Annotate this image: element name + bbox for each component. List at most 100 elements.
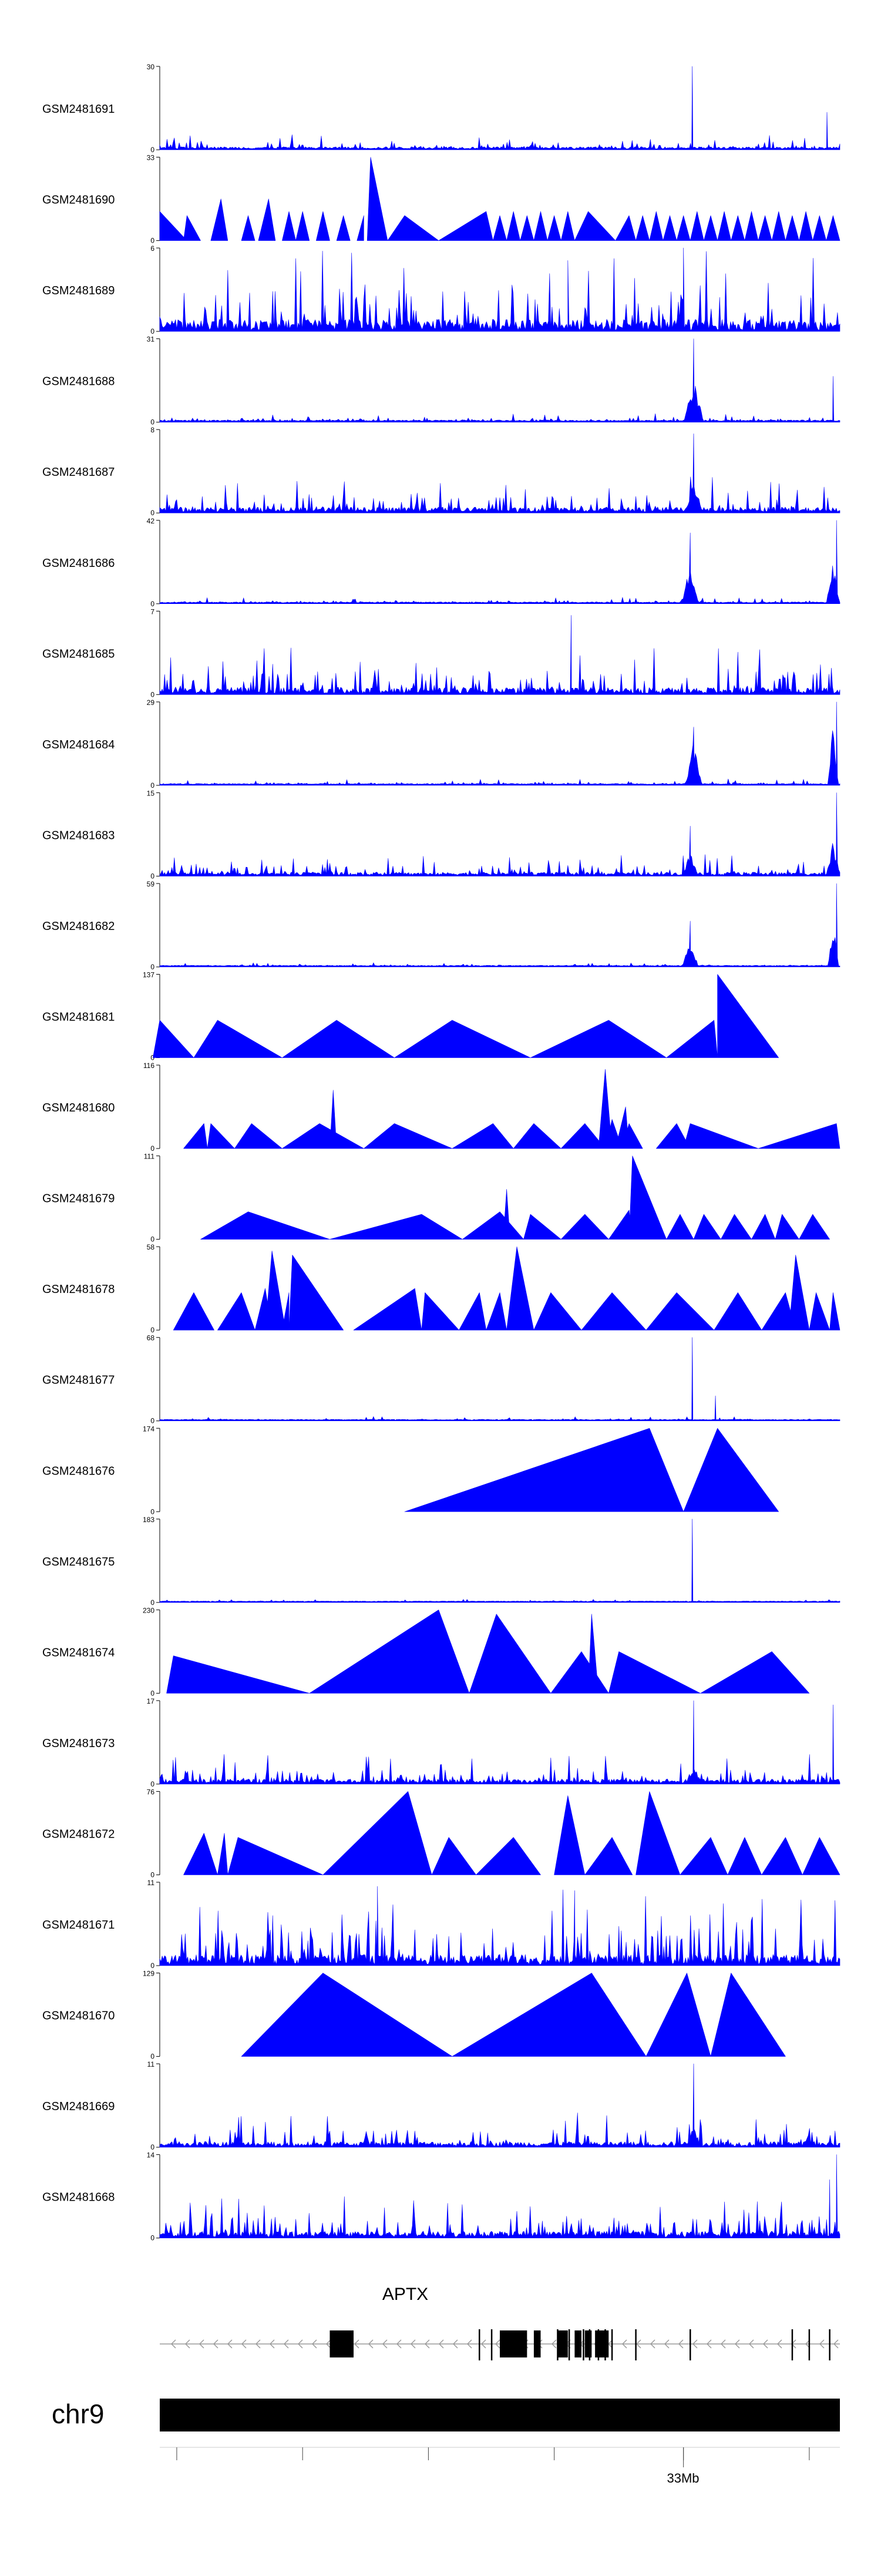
y-min-label: 0 [150, 418, 154, 426]
y-max-label: 29 [147, 698, 155, 707]
signal-track: GSM2481690 33 0 [42, 154, 840, 245]
track-panel: GSM2481691300GSM2481690330GSM248168960GS… [42, 63, 840, 2242]
y-min-label: 0 [150, 327, 154, 335]
signal-area [159, 434, 840, 513]
strand-arrow-icon [213, 2339, 218, 2349]
y-max-label: 6 [150, 244, 154, 253]
y-max-label: 15 [147, 789, 155, 797]
signal-track: GSM2481684 29 0 [42, 698, 840, 790]
track-label: GSM2481688 [42, 375, 115, 388]
y-max-label: 230 [143, 1606, 154, 1614]
strand-arrow-icon [635, 2339, 641, 2349]
strand-arrow-icon [325, 2339, 331, 2349]
signal-area [404, 1428, 779, 1512]
signal-track: GSM2481673 17 0 [42, 1697, 840, 1788]
y-min-label: 0 [150, 2234, 154, 2242]
track-label: GSM2481686 [42, 557, 115, 570]
signal-area [159, 1886, 840, 1966]
y-max-label: 17 [147, 1697, 155, 1705]
y-min-label: 0 [150, 146, 154, 154]
genome-position-label: 33Mb [667, 2471, 699, 2486]
y-min-label: 0 [150, 1054, 154, 1062]
chromosome-bar [160, 2399, 840, 2431]
y-max-label: 58 [147, 1243, 155, 1251]
signal-track: GSM2481672 76 0 [42, 1788, 840, 1879]
signal-area [159, 2063, 840, 2148]
y-min-label: 0 [150, 2143, 154, 2151]
track-label: GSM2481669 [42, 2100, 115, 2113]
y-min-label: 0 [150, 1598, 154, 1607]
y-min-label: 0 [150, 2053, 154, 2061]
y-max-label: 76 [147, 1788, 155, 1796]
y-max-label: 174 [143, 1425, 154, 1433]
strand-arrow-icon [297, 2339, 303, 2349]
strand-arrow-icon [396, 2339, 402, 2349]
y-max-label: 14 [147, 2151, 155, 2159]
strand-arrow-icon [199, 2339, 204, 2349]
strand-arrow-icon [480, 2339, 486, 2349]
chromosome-label: chr9 [52, 2399, 104, 2429]
strand-arrow-icon [762, 2339, 768, 2349]
signal-track: GSM2481671 11 0 [42, 1879, 840, 1970]
y-min-label: 0 [150, 1962, 154, 1970]
strand-arrow-icon [227, 2339, 233, 2349]
strand-arrow-icon [311, 2339, 317, 2349]
track-label: GSM2481691 [42, 103, 115, 116]
signal-area [159, 701, 840, 786]
track-label: GSM2481672 [42, 1828, 115, 1841]
signal-track: GSM2481691 30 0 [42, 63, 840, 154]
signal-track: GSM2481683 15 0 [42, 789, 840, 880]
signal-area [153, 974, 779, 1058]
strand-arrow-icon [241, 2339, 247, 2349]
signal-track: GSM2481669 11 0 [42, 2060, 840, 2151]
strand-arrow-icon [734, 2339, 740, 2349]
signal-area [159, 883, 840, 968]
signal-area [159, 520, 840, 604]
strand-arrow-icon [551, 2339, 557, 2349]
signal-track: GSM2481688 31 0 [42, 335, 840, 426]
signal-track: GSM2481689 6 0 [42, 244, 840, 335]
y-min-label: 0 [150, 1870, 154, 1879]
strand-arrow-icon [706, 2339, 712, 2349]
signal-area [159, 1519, 840, 1603]
signal-area [183, 1069, 840, 1149]
signal-area [241, 1973, 786, 2057]
y-max-label: 11 [147, 1879, 155, 1887]
y-max-label: 42 [147, 517, 155, 525]
signal-track: GSM2481687 8 0 [42, 426, 840, 517]
signal-track: GSM2481676 174 0 [42, 1425, 779, 1516]
strand-arrow-icon [269, 2339, 275, 2349]
signal-track: GSM2481685 7 0 [42, 607, 840, 698]
track-label: GSM2481670 [42, 2010, 115, 2023]
gene-name-label: APTX [382, 2285, 428, 2304]
signal-area [183, 1791, 840, 1875]
y-max-label: 33 [147, 154, 155, 162]
signal-track: GSM2481670 129 0 [42, 1970, 786, 2061]
signal-track: GSM2481678 58 0 [42, 1243, 840, 1334]
signal-track: GSM2481686 42 0 [42, 517, 840, 608]
y-max-label: 11 [147, 2060, 155, 2068]
y-max-label: 183 [143, 1516, 154, 1524]
signal-area [159, 66, 840, 150]
strand-arrow-icon [354, 2339, 359, 2349]
strand-arrow-icon [424, 2339, 430, 2349]
y-max-label: 30 [147, 63, 155, 71]
signal-track: GSM2481668 14 0 [42, 2151, 840, 2242]
y-max-label: 116 [143, 1062, 154, 1070]
strand-arrow-icon [410, 2339, 416, 2349]
signal-area [159, 615, 840, 695]
y-min-label: 0 [150, 600, 154, 608]
strand-arrow-icon [678, 2339, 684, 2349]
y-max-label: 7 [150, 607, 154, 616]
chromosome-track: chr9 33Mb [52, 2399, 840, 2486]
signal-track: GSM2481680 116 0 [42, 1062, 840, 1153]
signal-area [166, 1610, 810, 1694]
signal-area [159, 2154, 840, 2238]
y-min-label: 0 [150, 1417, 154, 1425]
track-label: GSM2481668 [42, 2191, 115, 2204]
signal-track: GSM2481681 137 0 [42, 971, 779, 1062]
y-min-label: 0 [150, 1326, 154, 1334]
strand-arrow-icon [621, 2339, 627, 2349]
y-max-label: 137 [143, 971, 154, 979]
